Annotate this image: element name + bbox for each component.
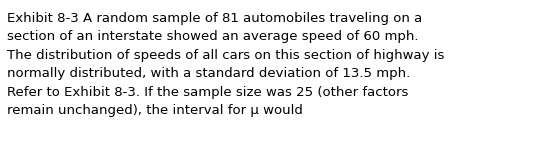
Text: Exhibit 8-3 A random sample of 81 automobiles traveling on a
section of an inter: Exhibit 8-3 A random sample of 81 automo… bbox=[7, 12, 445, 117]
